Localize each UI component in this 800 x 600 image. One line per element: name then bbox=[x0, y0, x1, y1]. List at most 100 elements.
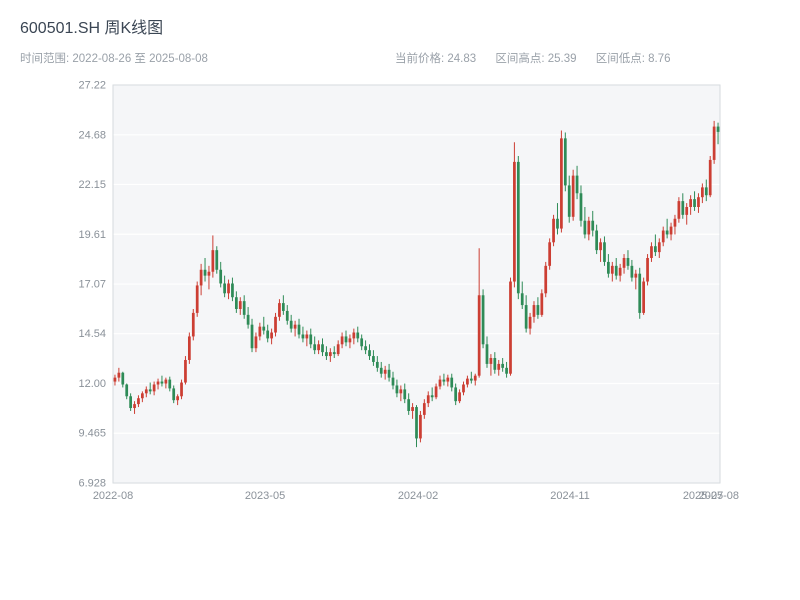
candle-body bbox=[281, 303, 285, 311]
candle-body bbox=[411, 407, 414, 411]
candle-body bbox=[415, 407, 418, 439]
time-range-label: 时间范围: 2022-08-26 至 2025-08-08 bbox=[20, 53, 208, 65]
candle-body bbox=[536, 305, 540, 315]
candle-body bbox=[293, 324, 297, 329]
candle-body bbox=[697, 197, 700, 207]
y-tick-label: 22.15 bbox=[78, 179, 106, 191]
candle-body bbox=[591, 220, 595, 231]
candle-body bbox=[391, 377, 395, 386]
y-tick-label: 24.68 bbox=[78, 129, 106, 141]
candle-body bbox=[607, 261, 610, 274]
candle-body bbox=[454, 387, 458, 402]
candle-body bbox=[352, 332, 356, 339]
candle-body bbox=[497, 363, 501, 370]
candle-body bbox=[344, 336, 348, 343]
candle-body bbox=[693, 199, 696, 207]
candle-body bbox=[466, 378, 469, 385]
candle-body bbox=[442, 379, 446, 382]
candle-body bbox=[278, 303, 281, 317]
range-high-label: 区间高点: 25.39 bbox=[495, 53, 577, 65]
candle-body bbox=[368, 350, 371, 357]
x-tick-label: 2023-05 bbox=[245, 490, 285, 502]
current-price-label: 当前价格: 24.83 bbox=[395, 53, 477, 65]
candle-body bbox=[383, 369, 387, 374]
candle-body bbox=[266, 330, 270, 339]
candle-body bbox=[152, 384, 156, 392]
candle-body bbox=[450, 377, 454, 388]
candle-body bbox=[603, 242, 606, 262]
candle-body bbox=[223, 283, 226, 294]
candle-body bbox=[430, 395, 434, 398]
candle-body bbox=[156, 381, 160, 385]
candle-body bbox=[234, 297, 238, 309]
chart-subheader: 时间范围: 2022-08-26 至 2025-08-08 当前价格: 24.8… bbox=[20, 50, 780, 66]
candle-body bbox=[289, 320, 293, 329]
candle-body bbox=[654, 246, 657, 253]
candle-body bbox=[571, 175, 575, 217]
candle-body bbox=[164, 379, 168, 384]
candle-body bbox=[168, 379, 172, 389]
candle-body bbox=[426, 395, 430, 404]
candle-body bbox=[117, 372, 121, 378]
candle-body bbox=[422, 403, 426, 415]
candle-body bbox=[242, 301, 246, 315]
candle-body bbox=[364, 346, 367, 351]
candle-body bbox=[407, 399, 411, 411]
candle-body bbox=[313, 344, 317, 351]
candle-body bbox=[681, 201, 685, 215]
candle-body bbox=[462, 384, 465, 393]
candle-body bbox=[340, 336, 344, 345]
candle-body bbox=[133, 404, 136, 409]
candle-body bbox=[473, 375, 477, 381]
candle-body bbox=[661, 230, 665, 243]
y-tick-label: 19.61 bbox=[78, 229, 106, 241]
y-tick-label: 14.54 bbox=[78, 328, 106, 340]
candle-body bbox=[379, 367, 383, 374]
candle-body bbox=[614, 265, 618, 276]
candle-body bbox=[254, 336, 258, 349]
candle-body bbox=[567, 185, 571, 217]
candle-body bbox=[513, 161, 516, 282]
candle-body bbox=[419, 414, 422, 439]
range-low-label: 区间低点: 8.76 bbox=[595, 53, 671, 65]
candle-body bbox=[348, 338, 352, 343]
candle-body bbox=[356, 332, 360, 339]
candle-body bbox=[219, 269, 223, 284]
candle-body bbox=[387, 369, 391, 378]
candle-body bbox=[685, 207, 689, 215]
y-tick-label: 9.465 bbox=[78, 428, 106, 440]
x-tick-label: 2025-07 bbox=[683, 490, 723, 502]
candle-body bbox=[113, 377, 117, 382]
candle-body bbox=[469, 378, 473, 381]
candle-body bbox=[548, 242, 552, 266]
candle-body bbox=[716, 126, 720, 132]
candle-body bbox=[657, 242, 661, 253]
candle-body bbox=[630, 265, 634, 278]
candle-body bbox=[336, 344, 340, 355]
candle-body bbox=[184, 359, 187, 383]
x-tick-label: 2024-02 bbox=[398, 490, 438, 502]
candle-body bbox=[689, 199, 692, 207]
page-title: 600501.SH 周K线图 bbox=[20, 20, 164, 37]
candle-body bbox=[238, 301, 242, 309]
candle-body bbox=[176, 396, 179, 401]
x-tick-label: 2022-08 bbox=[93, 490, 133, 502]
candle-body bbox=[610, 265, 614, 274]
candle-body bbox=[137, 398, 140, 405]
candle-body bbox=[332, 352, 336, 355]
candle-body bbox=[563, 138, 567, 186]
candle-body bbox=[481, 295, 485, 345]
candle-body bbox=[203, 269, 207, 276]
candle-body bbox=[301, 334, 305, 339]
candle-body bbox=[493, 358, 497, 370]
candle-body bbox=[485, 344, 489, 364]
candle-body bbox=[309, 334, 313, 345]
candle-body bbox=[246, 314, 250, 325]
y-tick-label: 17.07 bbox=[78, 279, 106, 291]
candle-body bbox=[172, 388, 176, 401]
candle-body bbox=[250, 324, 254, 349]
candle-body bbox=[258, 326, 262, 337]
candle-body bbox=[642, 281, 645, 313]
candle-body bbox=[665, 230, 669, 235]
